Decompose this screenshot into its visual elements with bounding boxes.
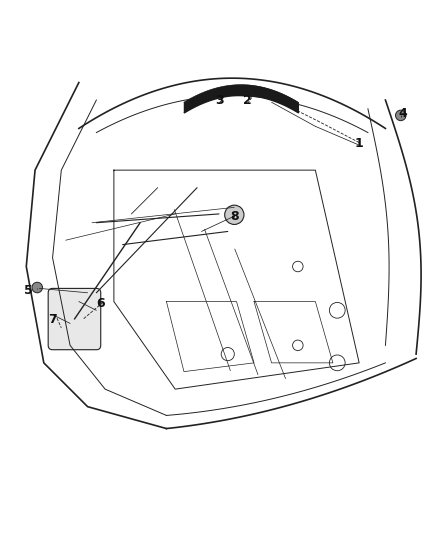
Circle shape: [225, 205, 244, 224]
FancyBboxPatch shape: [48, 288, 101, 350]
Text: 7: 7: [48, 312, 57, 326]
Circle shape: [396, 110, 406, 120]
Text: 8: 8: [230, 209, 239, 223]
Text: 3: 3: [215, 94, 223, 107]
Text: 4: 4: [399, 107, 407, 120]
Text: 2: 2: [243, 94, 252, 107]
Text: 6: 6: [96, 297, 105, 310]
Circle shape: [32, 282, 42, 293]
Text: 1: 1: [355, 138, 364, 150]
Text: 5: 5: [24, 284, 33, 297]
